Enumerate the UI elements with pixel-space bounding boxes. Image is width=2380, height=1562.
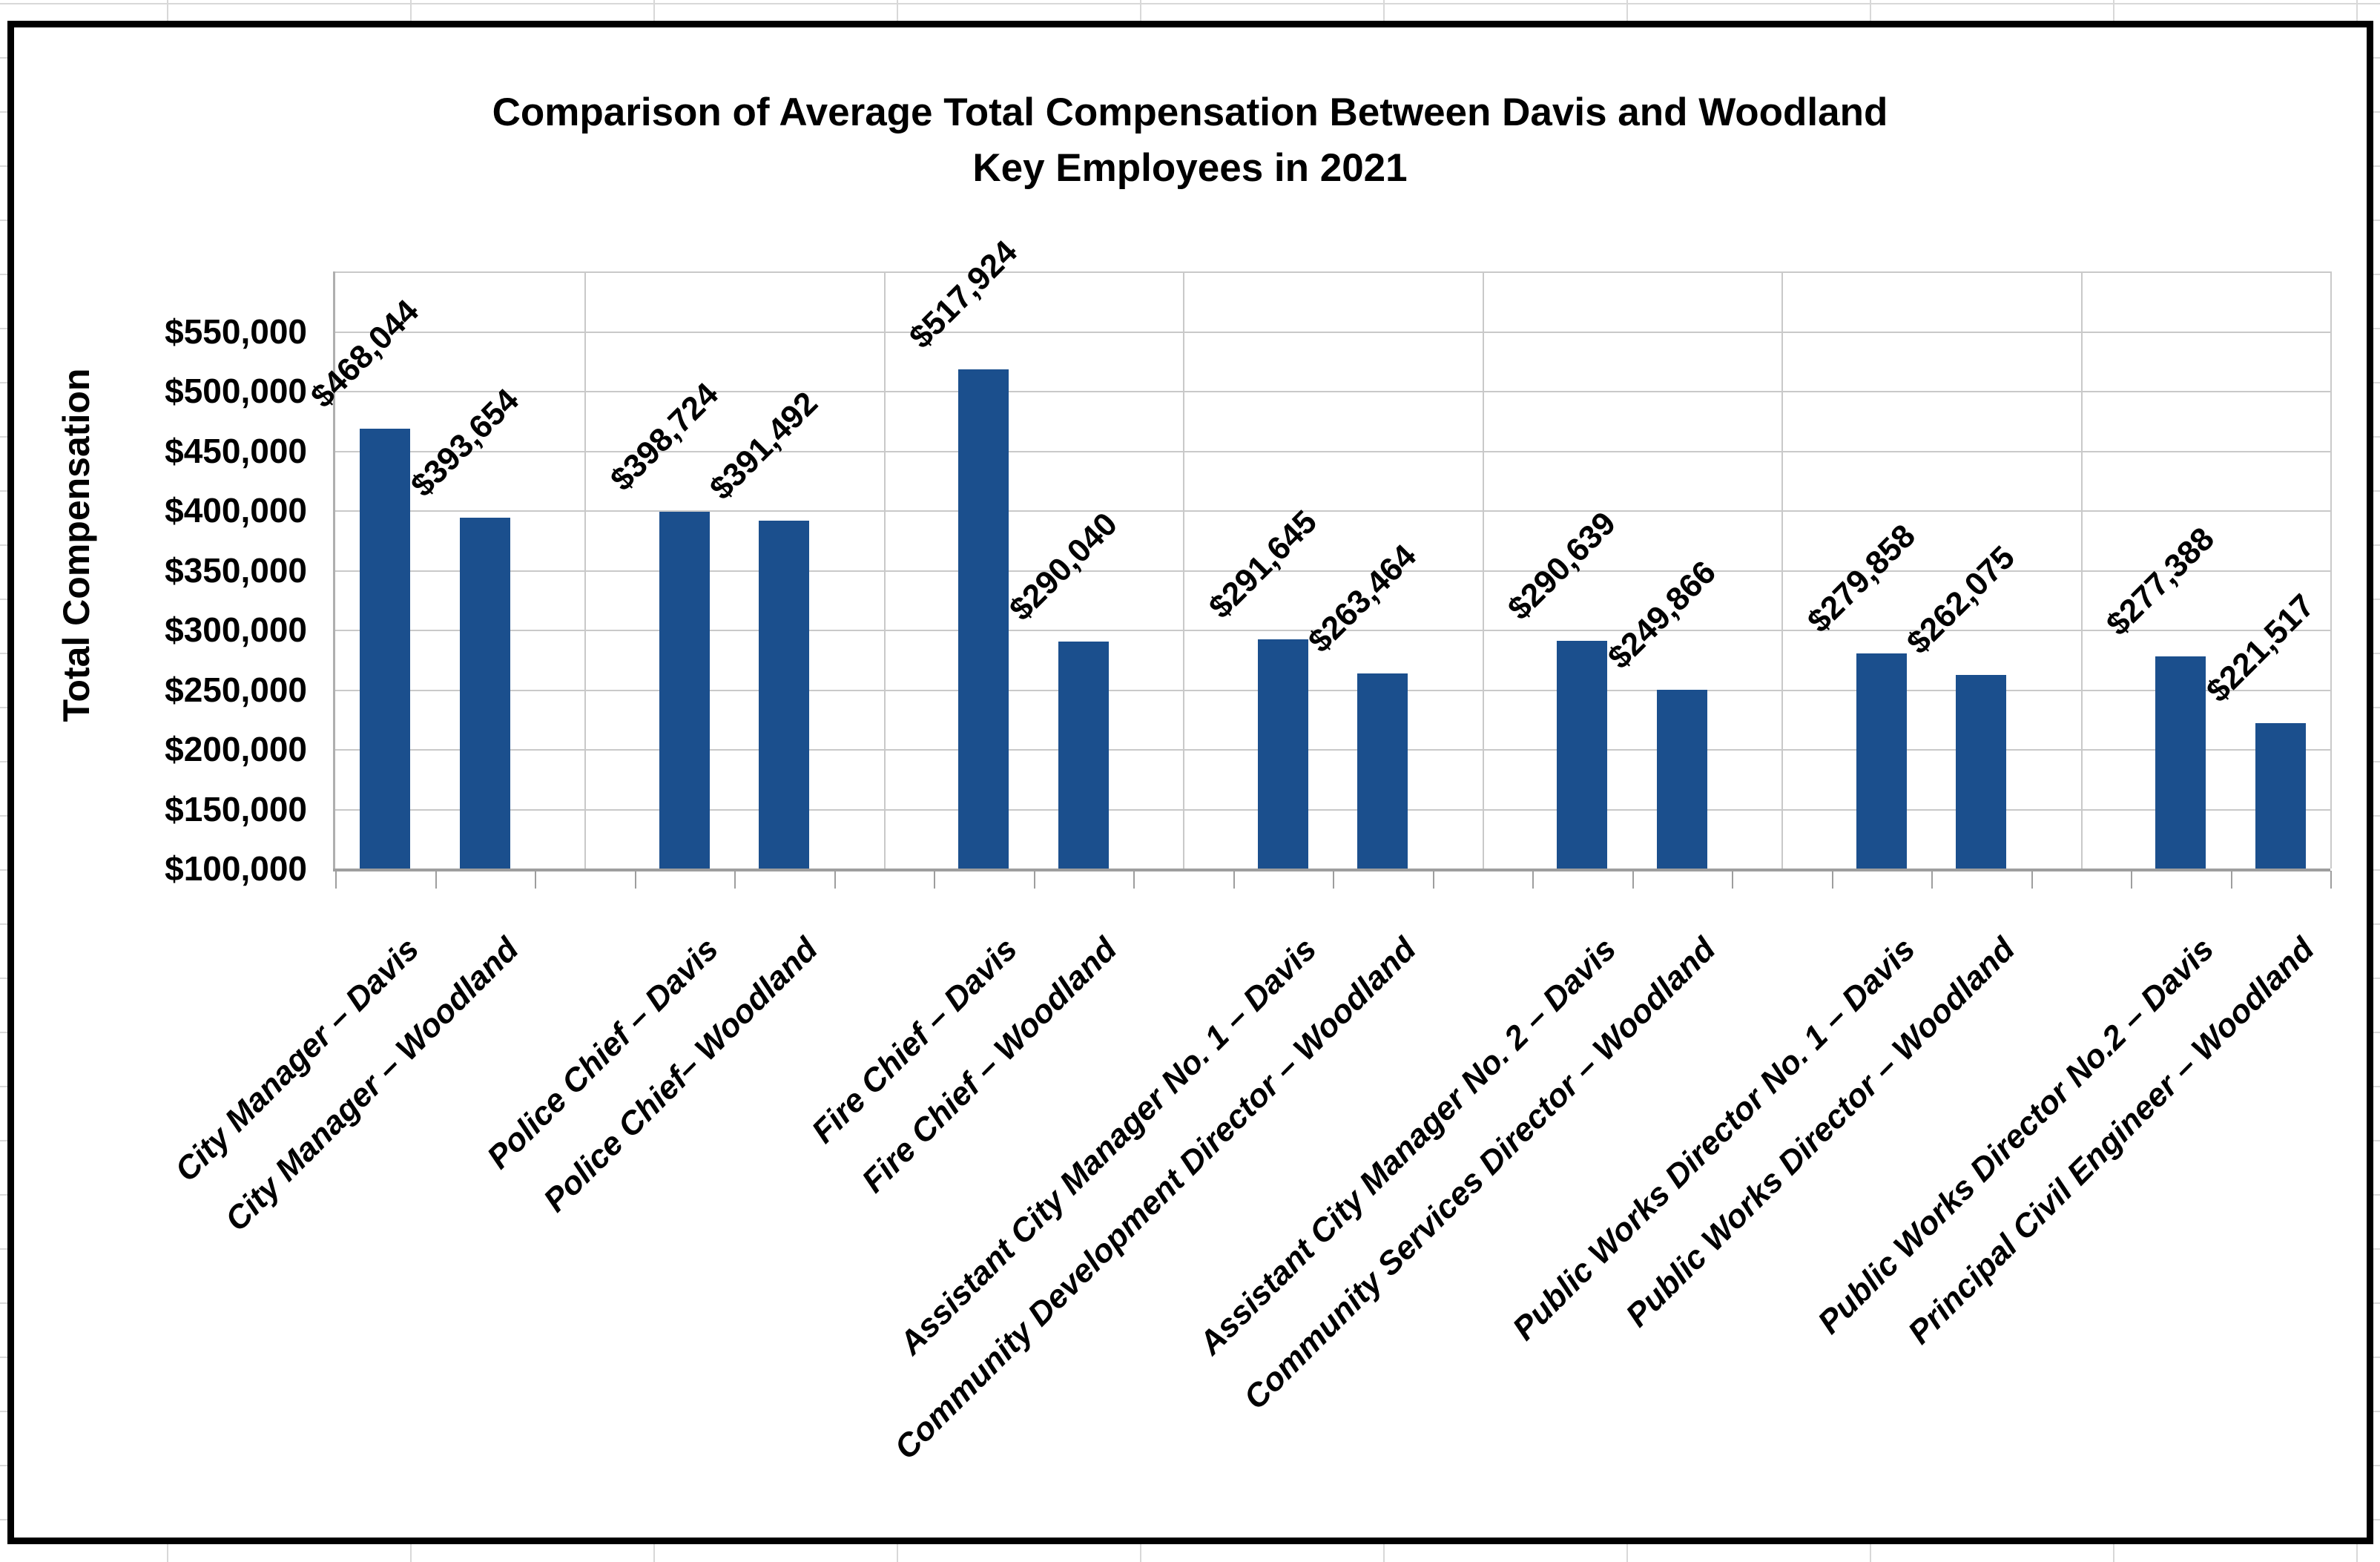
x-axis-tick: [834, 871, 836, 889]
y-gridline: [335, 808, 2330, 811]
bar-value-label: $279,858: [1800, 518, 1922, 640]
bar-8: [1357, 673, 1408, 869]
x-axis-tick: [734, 871, 736, 889]
x-axis-category-label: Community Services Director – Woodland: [1236, 931, 1723, 1417]
bar-13: [2155, 656, 2206, 869]
bar-value-label: $249,866: [1601, 553, 1723, 676]
x-axis-tick: [1133, 871, 1135, 889]
bar-value-label: $291,645: [1201, 504, 1324, 626]
chart-title-line-1: Comparison of Average Total Compensation…: [492, 90, 1888, 134]
x-axis-tick: [2330, 871, 2332, 889]
category-separator-gridline: [1183, 271, 1185, 869]
y-axis-line: [333, 271, 335, 870]
bar-value-label: $277,388: [2099, 521, 2222, 643]
x-axis-tick: [2031, 871, 2033, 889]
bar-value-label: $221,517: [2199, 587, 2321, 710]
bar-1: [360, 429, 411, 869]
plot-right-border: [2330, 271, 2332, 869]
bar-10: [1656, 689, 1707, 869]
bar-value-label: $262,075: [1899, 538, 2023, 662]
y-axis-tick-label: $200,000: [165, 730, 307, 768]
x-axis-tick: [1931, 871, 1933, 889]
y-gridline: [335, 391, 2330, 392]
x-axis-tick: [2230, 871, 2232, 889]
bar-7: [1257, 639, 1308, 869]
bar-11: [1856, 653, 1907, 869]
bar-12: [1956, 675, 2007, 869]
x-axis-tick: [435, 871, 437, 889]
x-axis-tick: [2131, 871, 2132, 889]
x-axis-line: [333, 869, 2330, 871]
x-axis-tick: [1432, 871, 1434, 889]
category-separator-gridline: [883, 271, 886, 869]
y-axis-tick-label: $150,000: [165, 789, 307, 828]
y-axis-tick-label: $450,000: [165, 431, 307, 470]
category-separator-gridline: [584, 271, 587, 869]
y-gridline: [335, 689, 2330, 691]
x-axis-tick: [535, 871, 536, 889]
bar-14: [2255, 723, 2306, 869]
y-axis-tick-label: $350,000: [165, 550, 307, 590]
y-gridline: [335, 749, 2330, 751]
x-axis-tick: [1632, 871, 1634, 889]
y-gridline: [335, 570, 2330, 572]
bar-value-label: $263,464: [1301, 537, 1424, 660]
y-gridline: [335, 331, 2330, 333]
bar-value-label: $517,924: [902, 234, 1025, 356]
y-axis-tick-label: $500,000: [165, 372, 307, 410]
bar-value-label: $290,639: [1500, 504, 1624, 627]
bar-value-label: $290,040: [1002, 505, 1124, 628]
y-axis-tick-label: $250,000: [165, 670, 307, 709]
bar-4: [759, 520, 810, 869]
x-axis-tick: [1233, 871, 1235, 889]
x-axis-tick: [634, 871, 636, 889]
category-separator-gridline: [2080, 271, 2083, 869]
bar-3: [659, 512, 710, 869]
bar-6: [1058, 642, 1109, 869]
bar-2: [459, 518, 510, 869]
chart-title-line-2: Key Employees in 2021: [972, 146, 1408, 190]
x-axis-tick: [1732, 871, 1733, 889]
y-axis-tick-label: $100,000: [165, 849, 307, 888]
bar-value-label: $393,654: [403, 382, 526, 504]
x-axis-tick: [1532, 871, 1534, 889]
x-axis-tick: [934, 871, 935, 889]
sheet-row-gridline: [0, 3, 2380, 4]
y-gridline: [335, 630, 2330, 631]
y-axis-tick-label: $300,000: [165, 610, 307, 649]
bar-9: [1557, 641, 1608, 869]
category-separator-gridline: [1482, 271, 1484, 869]
x-axis-tick: [1333, 871, 1334, 889]
bar-value-label: $468,044: [303, 293, 426, 415]
y-axis-tick-label: $400,000: [165, 491, 307, 530]
y-axis-tick-label: $550,000: [165, 312, 307, 351]
x-axis-tick: [1831, 871, 1833, 889]
plot-top-border: [335, 271, 2330, 273]
x-axis-tick: [1033, 871, 1035, 889]
bar-5: [958, 369, 1009, 869]
x-axis-tick: [335, 871, 337, 889]
category-separator-gridline: [1781, 271, 1784, 869]
y-gridline: [335, 450, 2330, 452]
chart-title: Comparison of Average Total Compensation…: [13, 85, 2367, 196]
y-gridline: [335, 510, 2330, 512]
